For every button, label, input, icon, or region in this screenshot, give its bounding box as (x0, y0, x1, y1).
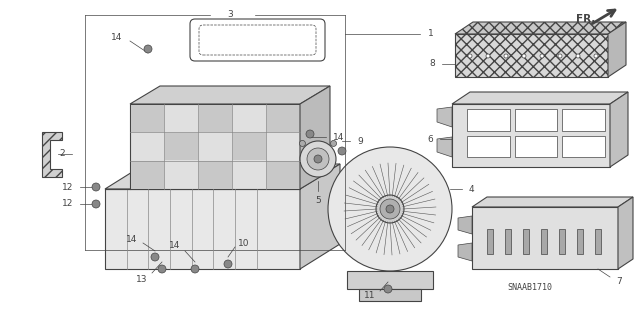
Bar (198, 161, 232, 189)
FancyBboxPatch shape (199, 25, 316, 55)
Circle shape (314, 155, 322, 163)
Bar (487, 229, 493, 254)
Bar (523, 229, 529, 254)
Bar (347, 271, 433, 289)
Text: 9: 9 (357, 137, 363, 145)
Polygon shape (455, 34, 608, 77)
Polygon shape (452, 104, 610, 167)
Text: 6: 6 (428, 135, 433, 144)
Bar (164, 133, 198, 160)
Bar (467, 109, 509, 130)
Circle shape (386, 205, 394, 213)
Polygon shape (458, 243, 472, 261)
Polygon shape (472, 197, 633, 207)
Circle shape (330, 140, 337, 146)
Bar (541, 229, 547, 254)
Circle shape (92, 200, 100, 208)
Bar (515, 136, 557, 157)
Text: 11: 11 (364, 292, 375, 300)
Polygon shape (300, 164, 340, 269)
Polygon shape (608, 22, 626, 77)
Polygon shape (105, 189, 300, 269)
Circle shape (92, 183, 100, 191)
Circle shape (224, 260, 232, 268)
Circle shape (380, 199, 400, 219)
Polygon shape (458, 216, 472, 234)
Polygon shape (452, 92, 628, 104)
Circle shape (300, 140, 305, 146)
Polygon shape (437, 137, 452, 157)
Text: 2: 2 (60, 150, 65, 159)
Circle shape (144, 45, 152, 53)
Text: SNAAB1710: SNAAB1710 (508, 283, 552, 292)
Polygon shape (472, 207, 618, 269)
Bar (559, 229, 565, 254)
Circle shape (540, 54, 544, 58)
Polygon shape (130, 86, 330, 104)
Text: 14: 14 (125, 234, 137, 243)
Circle shape (594, 54, 598, 58)
Text: 12: 12 (61, 182, 73, 191)
Bar (266, 161, 300, 189)
Bar (563, 109, 605, 130)
Circle shape (486, 54, 490, 58)
Text: 1: 1 (428, 29, 434, 39)
Text: 8: 8 (429, 60, 435, 69)
Bar (505, 229, 511, 254)
Polygon shape (300, 86, 330, 189)
Polygon shape (618, 197, 633, 269)
Bar (232, 133, 266, 160)
Text: 4: 4 (469, 184, 475, 194)
Bar (467, 136, 509, 157)
Polygon shape (610, 92, 628, 167)
Circle shape (151, 253, 159, 261)
Circle shape (468, 54, 472, 58)
Text: 10: 10 (238, 239, 250, 248)
Polygon shape (105, 164, 340, 189)
Bar (515, 109, 557, 130)
Polygon shape (130, 104, 300, 189)
Circle shape (307, 148, 329, 170)
Bar (266, 105, 300, 132)
Bar (131, 105, 163, 132)
Text: 14: 14 (111, 33, 122, 41)
Bar (198, 105, 232, 132)
FancyBboxPatch shape (190, 19, 325, 61)
Circle shape (191, 265, 199, 273)
Text: FR.: FR. (576, 14, 596, 24)
Bar (359, 289, 421, 301)
Text: 14: 14 (333, 132, 344, 142)
Circle shape (300, 141, 336, 177)
Text: 14: 14 (168, 241, 180, 250)
Polygon shape (455, 22, 626, 34)
Polygon shape (42, 131, 62, 176)
Polygon shape (437, 107, 452, 127)
Circle shape (504, 54, 508, 58)
Circle shape (376, 195, 404, 223)
Circle shape (328, 147, 452, 271)
Circle shape (306, 130, 314, 138)
Circle shape (576, 54, 580, 58)
Circle shape (338, 147, 346, 155)
Text: 3: 3 (227, 10, 233, 19)
Circle shape (522, 54, 526, 58)
Circle shape (158, 265, 166, 273)
Text: 12: 12 (61, 199, 73, 209)
Text: 7: 7 (616, 277, 621, 286)
Circle shape (558, 54, 562, 58)
Text: 5: 5 (315, 196, 321, 205)
Circle shape (384, 285, 392, 293)
Bar (577, 229, 583, 254)
Bar (595, 229, 601, 254)
Bar (131, 161, 163, 189)
Bar (563, 136, 605, 157)
Text: 13: 13 (136, 275, 147, 284)
